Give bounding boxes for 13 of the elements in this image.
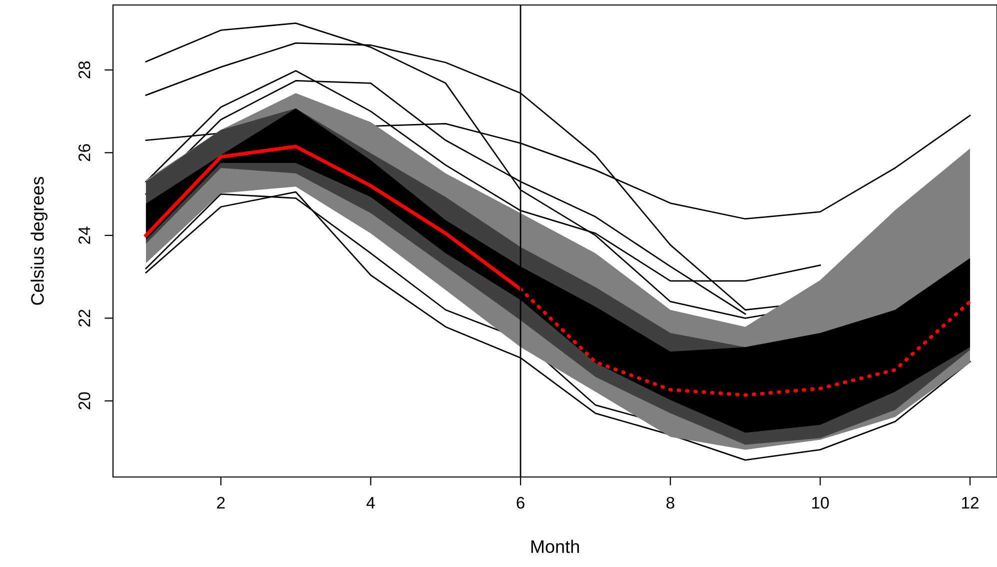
- x-tick-label: 2: [217, 496, 225, 509]
- x-tick-label: 12: [962, 496, 978, 509]
- x-axis-title: Month: [531, 540, 579, 554]
- y-tick-label: 22: [78, 310, 90, 327]
- x-tick-label: 4: [366, 497, 375, 509]
- x-tick-label: 10: [812, 496, 829, 509]
- y-tick-label: 24: [78, 226, 90, 244]
- y-tick-label: 20: [78, 392, 90, 410]
- x-tick-label: 6: [516, 496, 524, 509]
- y-axis-title: Celsius degrees: [30, 176, 48, 305]
- y-tick-label: 26: [78, 144, 90, 162]
- x-tick-label: 8: [666, 496, 674, 509]
- y-tick-label: 28: [78, 61, 90, 78]
